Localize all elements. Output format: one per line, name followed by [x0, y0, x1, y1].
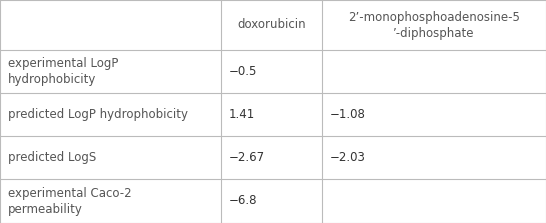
Text: experimental Caco-2
permeability: experimental Caco-2 permeability — [8, 186, 132, 215]
Text: 1.41: 1.41 — [229, 108, 256, 121]
Text: 2’-monophosphoadenosine-5
’-diphosphate: 2’-monophosphoadenosine-5 ’-diphosphate — [348, 10, 520, 39]
Text: predicted LogS: predicted LogS — [8, 151, 96, 164]
Text: −1.08: −1.08 — [330, 108, 366, 121]
Text: predicted LogP hydrophobicity: predicted LogP hydrophobicity — [8, 108, 188, 121]
Text: −0.5: −0.5 — [229, 65, 258, 78]
Text: −6.8: −6.8 — [229, 194, 258, 207]
Text: doxorubicin: doxorubicin — [238, 19, 306, 31]
Text: −2.03: −2.03 — [330, 151, 366, 164]
Text: experimental LogP
hydrophobicity: experimental LogP hydrophobicity — [8, 57, 118, 86]
Text: −2.67: −2.67 — [229, 151, 265, 164]
